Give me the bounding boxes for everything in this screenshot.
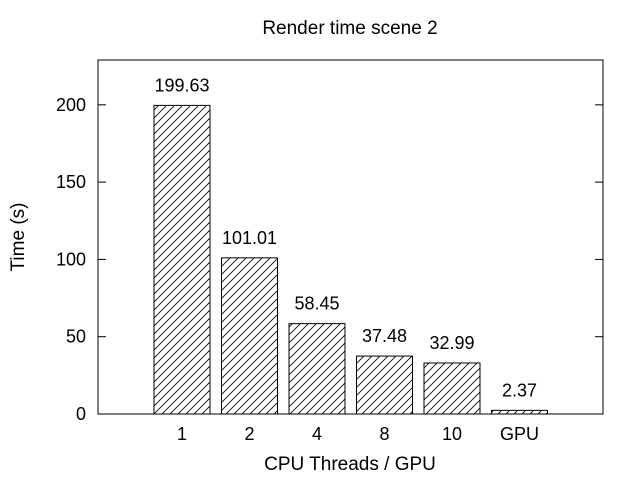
bars-group (153, 104, 548, 415)
x-axis-label: CPU Threads / GPU (264, 454, 436, 475)
data-label: 32.99 (429, 333, 474, 353)
bar (153, 104, 211, 415)
data-label: 101.01 (222, 228, 277, 248)
x-tick-label: 2 (244, 424, 254, 444)
bar (423, 362, 481, 415)
y-tick-label: 0 (76, 404, 86, 424)
y-axis-label: Time (s) (8, 203, 29, 272)
chart-title: Render time scene 2 (262, 18, 437, 39)
data-label: 37.48 (362, 326, 407, 346)
x-tick-label: 10 (442, 424, 462, 444)
y-tick-label: 50 (66, 327, 86, 347)
y-tick-label: 150 (56, 172, 86, 192)
x-tick-label: 1 (177, 424, 187, 444)
plot-frame (97, 59, 604, 415)
data-label: 58.45 (294, 294, 339, 314)
data-label: 199.63 (154, 75, 209, 95)
bar (491, 409, 548, 415)
x-tick-label: 4 (312, 424, 322, 444)
bar (356, 355, 413, 415)
bar (221, 257, 278, 415)
bar (288, 323, 346, 415)
data-labels-group: 199.63 101.01 58.45 37.48 32.99 2.37 (154, 75, 537, 400)
y-axis: 0 50 100 150 200 (56, 95, 603, 424)
x-tick-label: 8 (379, 424, 389, 444)
data-label: 2.37 (502, 380, 537, 400)
x-tick-label: GPU (500, 424, 539, 444)
y-tick-label: 200 (56, 95, 86, 115)
x-axis: 1 2 4 8 10 GPU (177, 424, 539, 444)
y-tick-label: 100 (56, 249, 86, 269)
